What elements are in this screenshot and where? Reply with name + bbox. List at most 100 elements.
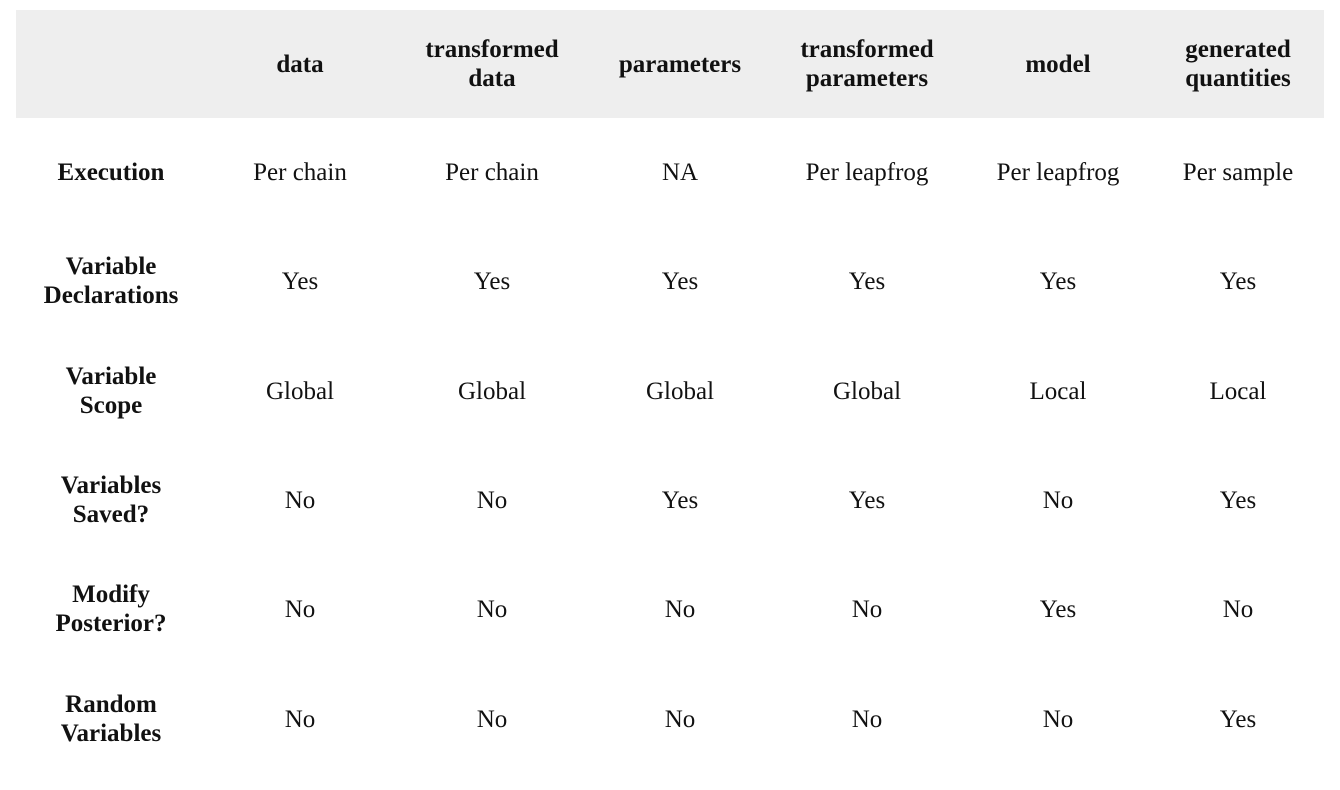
cell-value: Local — [1209, 377, 1267, 405]
cell-value: Yes — [661, 267, 699, 295]
table-cell: Yes — [964, 226, 1152, 336]
cell-value: No — [476, 705, 508, 733]
table-cell: Yes — [206, 226, 394, 336]
cell-value: Yes — [661, 486, 699, 514]
row-label-cell: Variables Saved? — [16, 446, 206, 554]
cell-value: Global — [265, 377, 335, 405]
table-cell: Per leapfrog — [770, 118, 964, 226]
cell-value: Local — [1029, 377, 1087, 405]
table-cell: No — [964, 664, 1152, 774]
table-cell: Global — [590, 336, 770, 446]
cell-value: Per sample — [1182, 158, 1294, 186]
row-label: Random Variables — [60, 691, 162, 747]
table-cell: No — [206, 446, 394, 554]
table-cell: No — [206, 664, 394, 774]
table-cell: No — [770, 554, 964, 664]
cell-value: Per leapfrog — [996, 158, 1120, 186]
cell-value: Global — [457, 377, 527, 405]
table-cell: Yes — [964, 554, 1152, 664]
cell-value: No — [476, 595, 508, 623]
table-cell: No — [590, 554, 770, 664]
row-label: Variable Declarations — [43, 253, 179, 309]
column-header-label: parameters — [618, 50, 742, 78]
table-row-execution: Execution Per chain Per chain NA Per lea… — [16, 118, 1324, 226]
table-cell: Yes — [394, 226, 590, 336]
cell-value: Yes — [281, 267, 319, 295]
table-cell: Per leapfrog — [964, 118, 1152, 226]
column-header-label: model — [1025, 50, 1091, 78]
table-cell: Yes — [770, 446, 964, 554]
column-header-parameters: parameters — [590, 10, 770, 118]
cell-value: Yes — [1219, 486, 1257, 514]
table-cell: Yes — [590, 226, 770, 336]
cell-value: No — [851, 705, 883, 733]
cell-value: No — [476, 486, 508, 514]
header-corner-cell — [16, 10, 206, 118]
cell-value: No — [1042, 486, 1074, 514]
cell-value: Per chain — [253, 158, 347, 186]
cell-value: Yes — [1219, 705, 1257, 733]
column-header-generated-quantities: generated quantities — [1152, 10, 1324, 118]
table-cell: Yes — [1152, 664, 1324, 774]
column-header-transformed-data: transformed data — [394, 10, 590, 118]
row-label-cell: Random Variables — [16, 664, 206, 774]
cell-value: Yes — [848, 486, 886, 514]
table-cell: Global — [394, 336, 590, 446]
row-label-cell: Variable Scope — [16, 336, 206, 446]
table-row-variable-declarations: Variable Declarations Yes Yes Yes Yes Ye… — [16, 226, 1324, 336]
table-cell: Yes — [1152, 226, 1324, 336]
table-cell: No — [590, 664, 770, 774]
table-cell: Per sample — [1152, 118, 1324, 226]
cell-value: Global — [645, 377, 715, 405]
table-cell: No — [394, 554, 590, 664]
row-label: Execution — [57, 158, 165, 186]
row-label: Modify Posterior? — [55, 581, 167, 637]
table-cell: Yes — [1152, 446, 1324, 554]
table-cell: No — [206, 554, 394, 664]
cell-value: No — [664, 595, 696, 623]
table-cell: Global — [206, 336, 394, 446]
cell-value: No — [284, 595, 316, 623]
table-row-variable-scope: Variable Scope Global Global Global Glob… — [16, 336, 1324, 446]
cell-value: Per chain — [445, 158, 539, 186]
table-cell: NA — [590, 118, 770, 226]
column-header-label: data — [276, 50, 324, 78]
table-cell: No — [964, 446, 1152, 554]
cell-value: No — [284, 486, 316, 514]
table-cell: No — [770, 664, 964, 774]
cell-value: No — [851, 595, 883, 623]
row-label-cell: Modify Posterior? — [16, 554, 206, 664]
table-cell: No — [1152, 554, 1324, 664]
cell-value: No — [284, 705, 316, 733]
table-row-modify-posterior: Modify Posterior? No No No No Yes No — [16, 554, 1324, 664]
row-label: Variables Saved? — [60, 472, 162, 528]
cell-value: Yes — [848, 267, 886, 295]
table-cell: No — [394, 664, 590, 774]
table-cell: Yes — [590, 446, 770, 554]
table-cell: Local — [964, 336, 1152, 446]
table-cell: Local — [1152, 336, 1324, 446]
cell-value: NA — [661, 158, 699, 186]
stan-blocks-table: data transformed data parameters transfo… — [16, 10, 1324, 774]
cell-value: Yes — [1039, 595, 1077, 623]
table-cell: Per chain — [394, 118, 590, 226]
cell-value: Per leapfrog — [805, 158, 929, 186]
cell-value: Global — [832, 377, 902, 405]
cell-value: Yes — [1219, 267, 1257, 295]
table-cell: Yes — [770, 226, 964, 336]
column-header-transformed-parameters: transformed parameters — [770, 10, 964, 118]
table-row-random-variables: Random Variables No No No No No Yes — [16, 664, 1324, 774]
column-header-label: transformed parameters — [800, 36, 934, 92]
table-row-variables-saved: Variables Saved? No No Yes Yes No Yes — [16, 446, 1324, 554]
cell-value: Yes — [1039, 267, 1077, 295]
cell-value: No — [1042, 705, 1074, 733]
header-row: data transformed data parameters transfo… — [16, 10, 1324, 118]
cell-value: No — [1222, 595, 1254, 623]
column-header-data: data — [206, 10, 394, 118]
cell-value: No — [664, 705, 696, 733]
column-header-label: transformed data — [425, 36, 559, 92]
column-header-model: model — [964, 10, 1152, 118]
table-cell: Per chain — [206, 118, 394, 226]
cell-value: Yes — [473, 267, 511, 295]
row-label: Variable Scope — [65, 363, 157, 419]
